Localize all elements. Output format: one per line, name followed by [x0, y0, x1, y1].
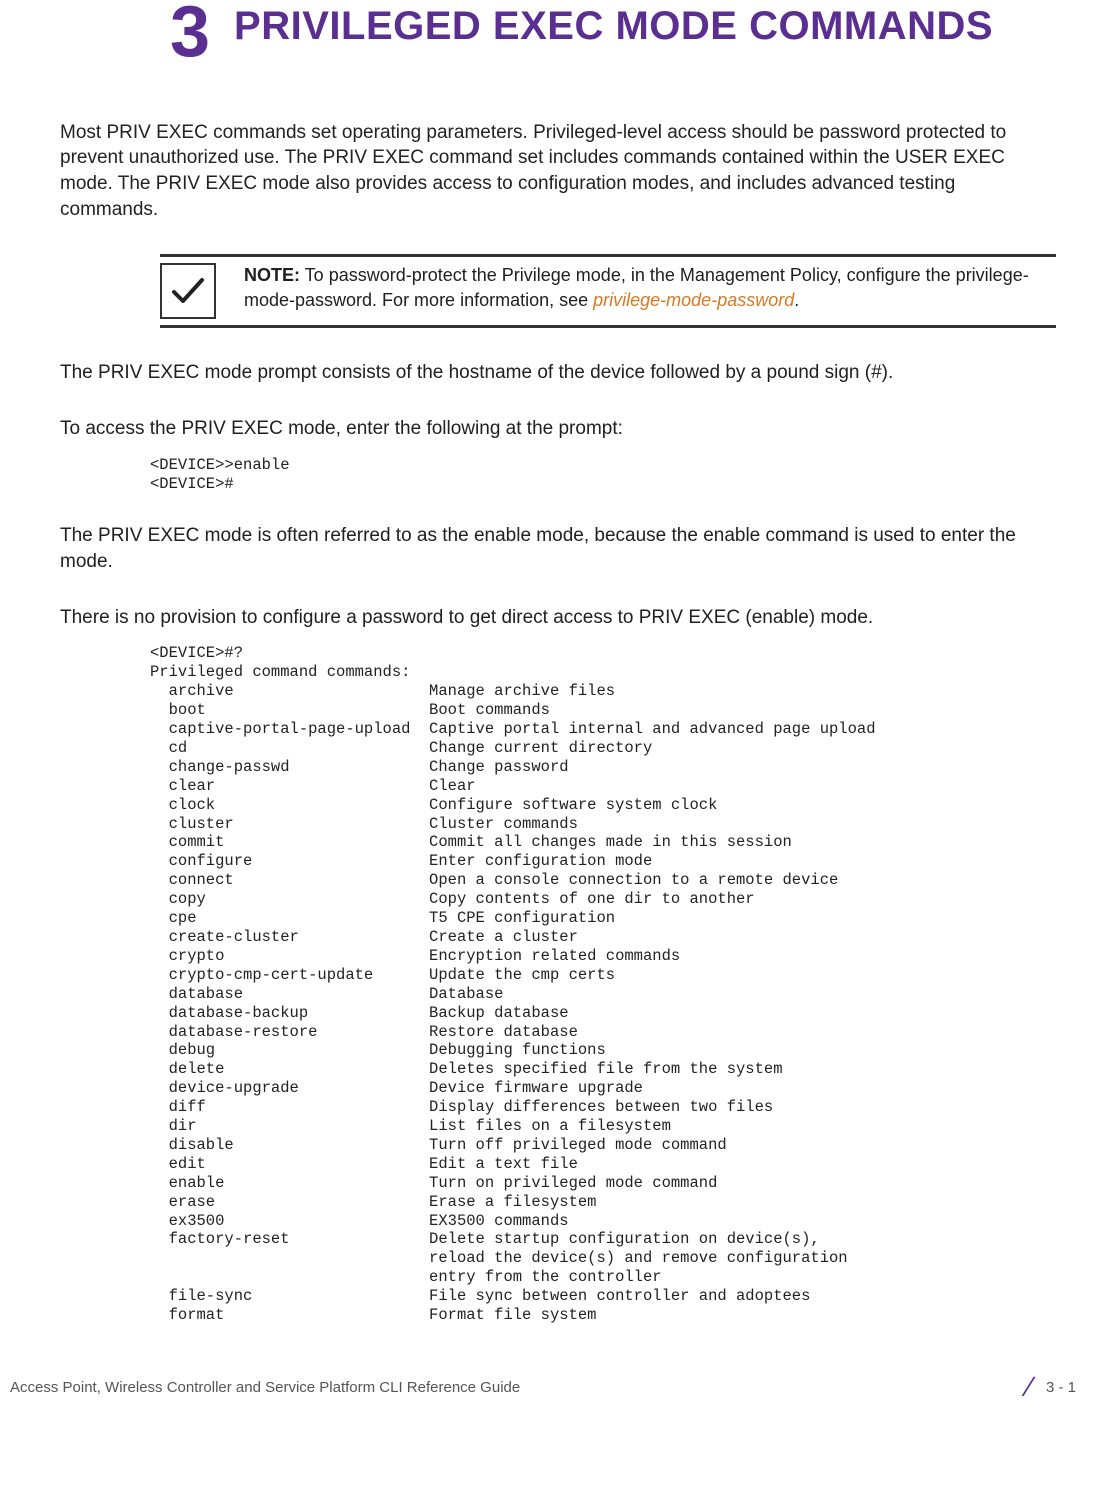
chapter-heading: 3 PRIVILEGED EXEC MODE COMMANDS [170, 0, 1056, 65]
note-link[interactable]: privilege-mode-password [593, 290, 794, 310]
footer-page-group: ∕ 3 - 1 [1027, 1371, 1076, 1403]
paragraph-access: To access the PRIV EXEC mode, enter the … [60, 416, 1056, 442]
slash-icon: ∕ [1027, 1371, 1032, 1403]
chapter-title: PRIVILEGED EXEC MODE COMMANDS [234, 0, 993, 48]
paragraph-no-password: There is no provision to configure a pas… [60, 605, 1056, 631]
paragraph-prompt-desc: The PRIV EXEC mode prompt consists of th… [60, 360, 1056, 386]
note-trail: . [794, 290, 799, 310]
code-block-enable: <DEVICE>>enable <DEVICE># [150, 456, 1056, 494]
chapter-number: 3 [170, 0, 210, 65]
checkmark-icon [160, 263, 216, 319]
note-text: NOTE: To password-protect the Privilege … [244, 263, 1056, 312]
paragraph-enable-mode: The PRIV EXEC mode is often referred to … [60, 523, 1056, 574]
intro-paragraph: Most PRIV EXEC commands set operating pa… [60, 120, 1056, 223]
page-number: 3 - 1 [1046, 1379, 1076, 1396]
page-footer: Access Point, Wireless Controller and Se… [0, 1371, 1116, 1415]
footer-title: Access Point, Wireless Controller and Se… [10, 1379, 520, 1396]
note-label: NOTE: [244, 265, 300, 285]
code-block-commands: <DEVICE>#? Privileged command commands: … [150, 644, 1056, 1325]
note-callout: NOTE: To password-protect the Privilege … [160, 254, 1056, 328]
